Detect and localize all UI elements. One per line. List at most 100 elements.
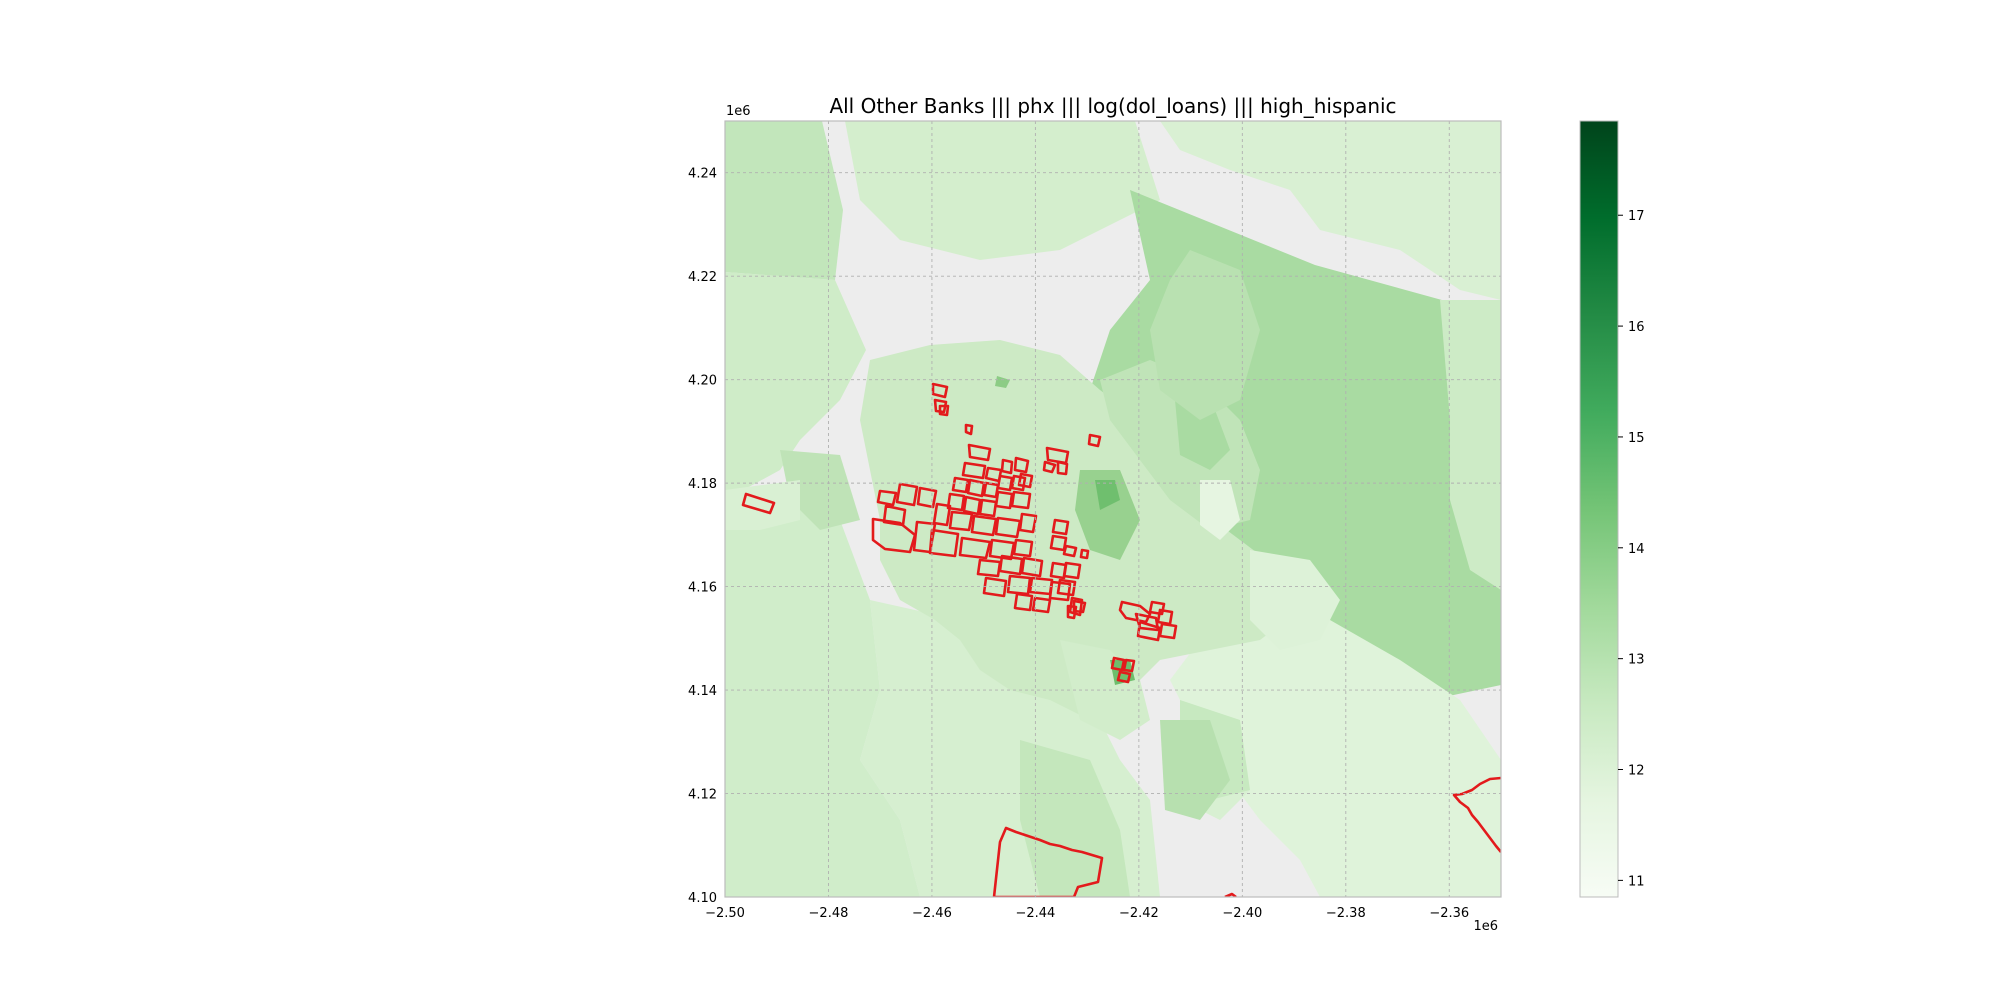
highlight-outline <box>1148 600 1166 616</box>
highlight-outline <box>741 492 776 515</box>
highlight-outline <box>932 502 952 527</box>
highlight-outline <box>988 538 1016 561</box>
y-tick-label: 4.24 <box>688 167 717 182</box>
highlight-outline <box>1062 561 1082 580</box>
highlight-outline <box>998 554 1024 576</box>
y-tick-label: 4.20 <box>688 374 717 389</box>
highlight-outline <box>933 398 948 414</box>
highlight-outline <box>1010 490 1032 510</box>
highlight-outline <box>1051 518 1070 536</box>
map-title: All Other Banks ||| phx ||| log(dol_loan… <box>829 94 1396 118</box>
colorbar-tick-label: 11 <box>1628 874 1645 889</box>
highlight-outline <box>931 382 949 399</box>
map-region <box>1175 400 1230 470</box>
x-tick-label: −2.46 <box>912 906 952 921</box>
highlight-outline <box>928 528 960 558</box>
map-region <box>1075 470 1140 560</box>
colorbar-tick-label: 16 <box>1628 320 1645 335</box>
x-tick-label: −2.48 <box>809 906 849 921</box>
x-tick-label: −2.36 <box>1429 906 1469 921</box>
highlight-outline <box>994 516 1022 539</box>
highlight-outline <box>1012 538 1034 558</box>
highlight-outline <box>1158 622 1178 640</box>
highlight-outline <box>916 486 938 509</box>
y-tick-label: 4.22 <box>688 270 717 285</box>
highlight-outline <box>967 443 992 462</box>
highlight-outline <box>1042 460 1057 474</box>
highlighted-tracts <box>741 382 1501 897</box>
y-axis: 4.10 4.12 4.14 4.16 4.18 4.20 4.22 4.24 <box>688 167 717 906</box>
map-region <box>1170 600 1501 897</box>
colorbar-gradient <box>1580 121 1618 897</box>
highlight-outline <box>1017 472 1034 489</box>
highlight-outline <box>895 482 919 507</box>
map-region <box>1440 300 1501 590</box>
highlight-outline <box>976 558 1002 578</box>
highlight-outline <box>964 423 974 436</box>
highlight-outline <box>1116 670 1132 684</box>
highlight-outline <box>1031 596 1052 614</box>
highlight-outline <box>970 514 998 537</box>
highlight-outline <box>1048 580 1072 602</box>
colorbar-tick-label: 15 <box>1628 431 1645 446</box>
highlight-outline <box>1020 556 1044 578</box>
y-tick-label: 4.16 <box>688 581 717 596</box>
highlight-outline <box>1010 474 1027 492</box>
highlight-outline <box>996 474 1014 492</box>
map-region <box>1250 550 1340 650</box>
highlight-outline <box>1087 433 1102 448</box>
highlight-outline <box>1110 656 1126 672</box>
x-axis: −2.50 −2.48 −2.46 −2.44 −2.42 −2.40 −2.38 −2.36 <box>705 906 1469 921</box>
map-region <box>725 480 800 530</box>
highlight-outline <box>1018 512 1038 534</box>
map-frame <box>724 120 1502 898</box>
x-tick-label: −2.38 <box>1326 906 1366 921</box>
highlight-outline <box>871 517 917 554</box>
colorbar-ticks: 11 12 13 14 15 16 17 <box>1618 209 1645 889</box>
highlight-outline <box>982 576 1008 598</box>
highlight-outline <box>1013 456 1030 474</box>
y-tick-label: 4.10 <box>688 891 717 906</box>
map-region <box>1160 121 1501 300</box>
map-region <box>1095 480 1120 510</box>
map-region <box>995 376 1010 388</box>
x-tick-label: −2.42 <box>1119 906 1159 921</box>
highlight-outline <box>1013 592 1034 612</box>
x-offset-label: 1e6 <box>1473 919 1498 934</box>
map-region <box>1160 720 1230 820</box>
highlight-outline <box>1452 776 1501 853</box>
map-region <box>725 121 843 280</box>
colorbar-tick-label: 17 <box>1628 209 1645 224</box>
highlight-outline <box>1062 544 1078 558</box>
y-tick-label: 4.12 <box>688 788 717 803</box>
map-region <box>1150 250 1260 420</box>
x-tick-label: −2.44 <box>1015 906 1055 921</box>
highlight-outline <box>1122 658 1136 673</box>
colorbar: 11 12 13 14 15 16 17 <box>1579 120 1645 898</box>
highlight-outline <box>1079 548 1090 560</box>
highlight-outline <box>958 536 992 560</box>
highlight-outline <box>1056 460 1069 476</box>
x-tick-label: −2.50 <box>705 906 745 921</box>
colorbar-tick-label: 13 <box>1628 653 1645 668</box>
highlight-outline <box>992 826 1104 897</box>
colorbar-tick-label: 14 <box>1628 542 1645 557</box>
y-tick-label: 4.18 <box>688 477 717 492</box>
highlight-outline <box>946 492 966 512</box>
highlight-outline <box>1118 600 1152 624</box>
map-region <box>725 272 866 500</box>
highlight-outline <box>1000 458 1014 475</box>
map-axes <box>724 120 1502 898</box>
highlight-outline <box>994 490 1014 510</box>
x-tick-label: −2.40 <box>1222 906 1262 921</box>
highlight-outline <box>1049 561 1068 580</box>
highlight-outline <box>1072 599 1087 614</box>
highlight-outline <box>1224 892 1237 897</box>
highlight-outline <box>876 489 898 507</box>
highlight-outline <box>948 510 974 532</box>
colorbar-tick-label: 12 <box>1628 764 1645 779</box>
y-tick-label: 4.14 <box>688 684 717 699</box>
colorbar-frame <box>1579 120 1619 898</box>
highlight-outline <box>1056 578 1077 597</box>
